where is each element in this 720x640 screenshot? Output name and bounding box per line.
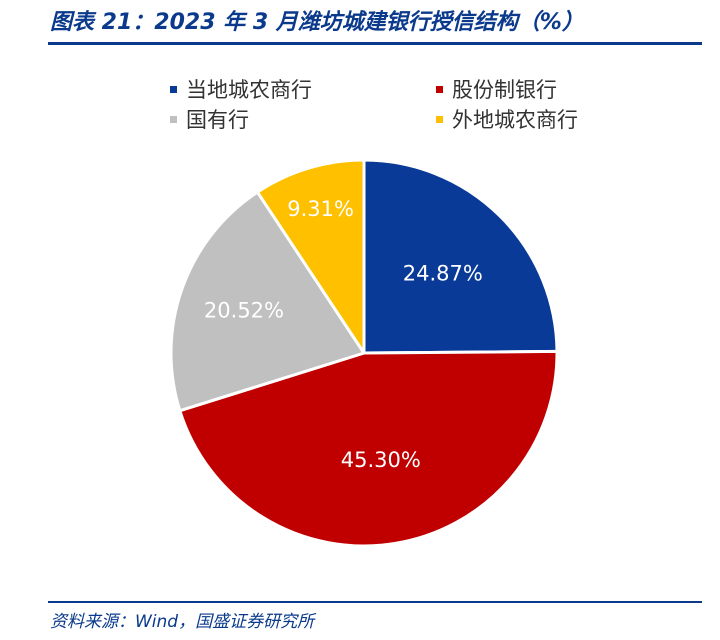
pie-slice-3 xyxy=(169,190,366,413)
title-rule xyxy=(48,42,702,45)
pie-slice-1 xyxy=(362,158,559,355)
legend-swatch-2 xyxy=(436,86,443,93)
legend-label-4: 外地城农商行 xyxy=(452,108,578,132)
pie-slice-4 xyxy=(255,158,366,355)
slice-labels: 24.87% 45.30% 20.52% 9.31% xyxy=(204,197,483,472)
legend-label-2: 股份制银行 xyxy=(452,78,557,102)
slice-label-2: 45.30% xyxy=(341,448,421,472)
legend-swatch-3 xyxy=(170,116,177,123)
slice-label-4: 9.31% xyxy=(287,197,354,221)
slice-label-3: 20.52% xyxy=(204,298,284,322)
source-note: 资料来源：Wind，国盛证券研究所 xyxy=(50,612,315,632)
legend-swatch-1 xyxy=(170,86,177,93)
legend-label-1: 当地城农商行 xyxy=(186,78,312,102)
pie-slice-2 xyxy=(178,349,559,548)
pie-slices xyxy=(169,158,559,548)
source-rule xyxy=(48,601,702,603)
legend-label-3: 国有行 xyxy=(186,108,249,132)
slice-label-1: 24.87% xyxy=(403,262,483,286)
legend-swatch-4 xyxy=(436,116,443,123)
figure-title: 图表 21：2023 年 3 月潍坊城建银行授信结构（%） xyxy=(50,10,584,35)
